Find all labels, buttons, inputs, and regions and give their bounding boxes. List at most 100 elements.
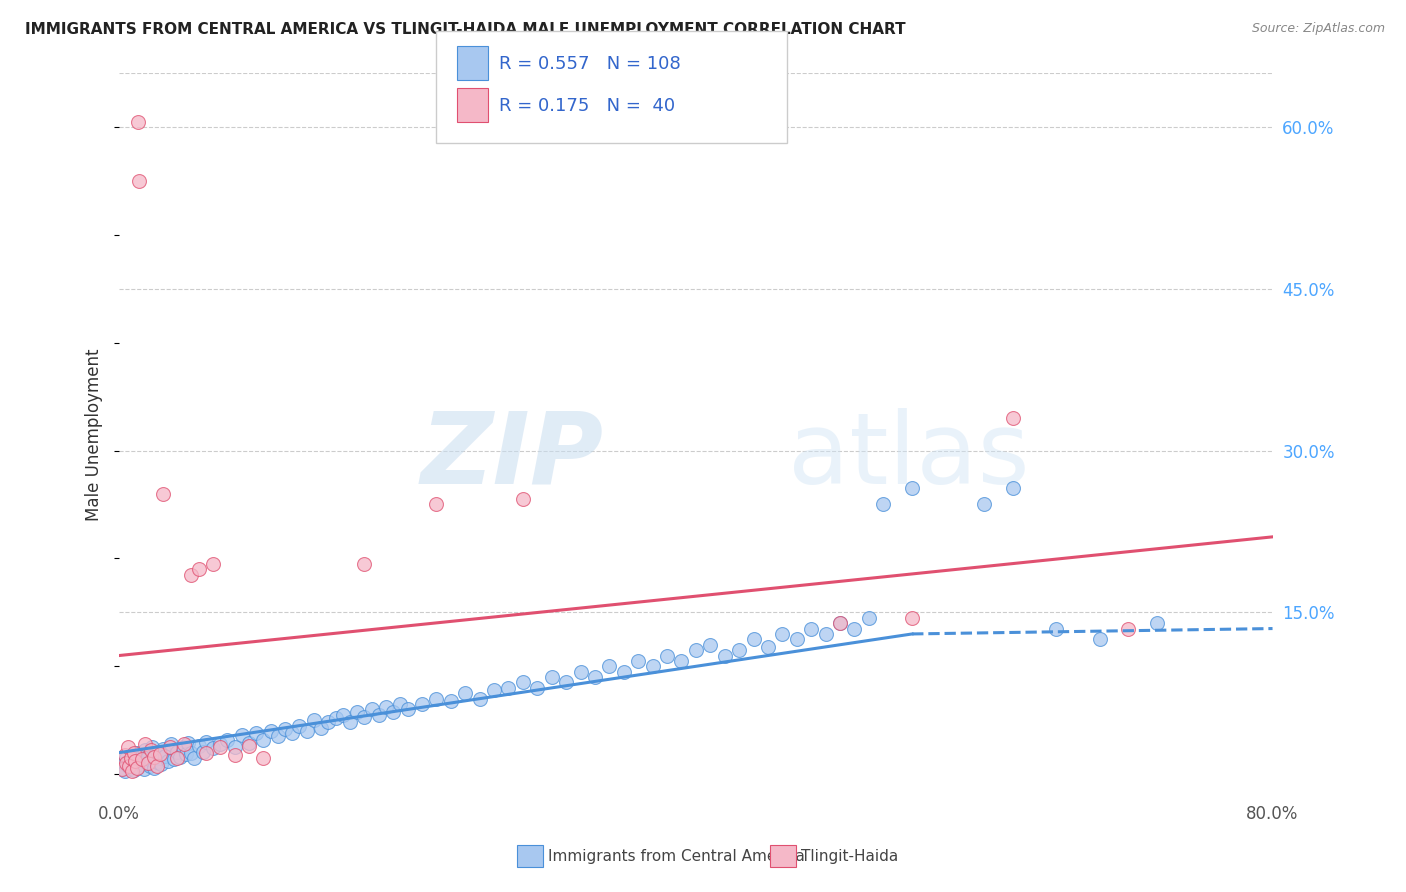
Point <box>118 758 141 772</box>
Point <box>180 567 202 582</box>
Point <box>209 737 232 751</box>
Point <box>302 713 325 727</box>
Point <box>187 739 209 753</box>
Point <box>252 751 274 765</box>
Text: R = 0.175   N =  40: R = 0.175 N = 40 <box>499 97 675 115</box>
Point <box>425 691 447 706</box>
Point <box>627 654 650 668</box>
Point <box>713 648 735 663</box>
Point <box>187 562 209 576</box>
Point <box>583 670 606 684</box>
Point <box>281 726 304 740</box>
Point <box>136 756 159 771</box>
Point <box>157 754 180 768</box>
Point <box>641 659 664 673</box>
Point <box>360 702 382 716</box>
Point <box>901 481 924 495</box>
Point <box>728 643 751 657</box>
Point <box>121 747 143 762</box>
Point <box>142 750 165 764</box>
Point <box>1088 632 1111 647</box>
Point <box>844 622 866 636</box>
Point <box>120 751 142 765</box>
Point <box>425 498 447 512</box>
Point <box>143 747 166 762</box>
Point <box>814 627 837 641</box>
Point <box>194 746 217 760</box>
Point <box>166 745 188 759</box>
Point <box>139 743 162 757</box>
Point <box>150 757 173 772</box>
Point <box>346 705 368 719</box>
Point <box>159 740 181 755</box>
Point <box>224 740 246 755</box>
Point <box>145 758 167 772</box>
Point <box>131 752 153 766</box>
Point <box>145 756 167 770</box>
Point <box>238 739 260 753</box>
Point <box>699 638 721 652</box>
Point <box>770 627 793 641</box>
Point <box>173 737 195 751</box>
Point <box>117 740 139 755</box>
Point <box>828 616 851 631</box>
Point <box>117 758 139 772</box>
Point <box>828 616 851 631</box>
Point <box>295 724 318 739</box>
Point <box>180 746 202 760</box>
Point <box>169 750 191 764</box>
Point <box>174 747 197 761</box>
Point <box>131 748 153 763</box>
Point <box>152 742 174 756</box>
Point <box>141 740 163 755</box>
Point <box>115 751 138 765</box>
Point <box>482 683 505 698</box>
Point <box>440 694 463 708</box>
Point <box>111 762 134 776</box>
Point <box>671 654 693 668</box>
Point <box>122 746 145 760</box>
Text: Source: ZipAtlas.com: Source: ZipAtlas.com <box>1251 22 1385 36</box>
Point <box>382 705 405 719</box>
Point <box>1002 411 1025 425</box>
Point <box>118 754 141 768</box>
Point <box>332 707 354 722</box>
Point <box>389 697 412 711</box>
Text: R = 0.557   N = 108: R = 0.557 N = 108 <box>499 55 681 73</box>
Point <box>132 762 155 776</box>
Point <box>152 486 174 500</box>
Point <box>555 675 578 690</box>
Point <box>973 498 995 512</box>
Point <box>191 745 214 759</box>
Point <box>134 737 156 751</box>
Point <box>318 715 340 730</box>
Point <box>114 747 136 762</box>
Point <box>138 758 160 772</box>
Point <box>756 640 779 654</box>
Point <box>115 756 138 771</box>
Point <box>872 498 894 512</box>
Point <box>353 557 375 571</box>
Point <box>177 736 200 750</box>
Point <box>396 702 419 716</box>
Point <box>655 648 678 663</box>
Point <box>142 761 165 775</box>
Point <box>540 670 562 684</box>
Point <box>526 681 548 695</box>
Point <box>353 710 375 724</box>
Point <box>901 611 924 625</box>
Point <box>194 735 217 749</box>
Point <box>135 756 157 771</box>
Point <box>367 707 389 722</box>
Point <box>786 632 808 647</box>
Point <box>172 740 194 755</box>
Point <box>325 711 347 725</box>
Point <box>411 697 433 711</box>
Point <box>148 746 170 760</box>
Point <box>149 751 172 765</box>
Point <box>124 754 146 768</box>
Point <box>112 756 135 771</box>
Point <box>201 741 224 756</box>
Point <box>183 751 205 765</box>
Point <box>1045 622 1067 636</box>
